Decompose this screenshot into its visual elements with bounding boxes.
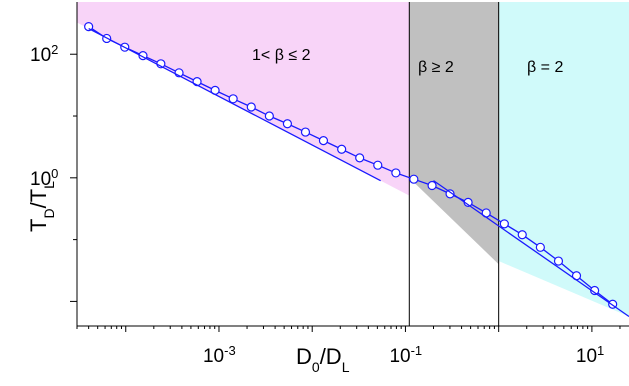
data-point <box>499 219 509 229</box>
data-point <box>355 153 365 163</box>
data-series <box>84 21 629 318</box>
data-point <box>553 256 564 266</box>
region-labels: 1< β ≤ 2 β ≥ 2 β = 2 <box>252 47 563 76</box>
data-point <box>535 242 545 252</box>
data-point <box>427 180 437 191</box>
data-point <box>373 160 383 170</box>
fit-line-2 <box>433 180 629 318</box>
y-tick-label-2: 100 <box>30 165 58 190</box>
x-tick-label-2: 10-1 <box>389 343 422 368</box>
data-point <box>264 111 274 121</box>
x-axis-title: D0/DL <box>296 344 350 375</box>
regime-regions <box>77 2 629 317</box>
region-fill-1 <box>77 2 410 196</box>
tick-marks <box>70 53 621 332</box>
tick-labels: 10-3 10-1 101 102 100 <box>30 42 604 367</box>
axes <box>76 2 629 327</box>
data-point <box>84 21 94 32</box>
y-tick-label-1: 102 <box>30 42 58 67</box>
x-tick-label-3: 101 <box>576 343 604 368</box>
region-label-2: β ≥ 2 <box>418 59 454 76</box>
data-point <box>409 174 419 184</box>
data-point <box>228 94 238 104</box>
regime-boundary-lines <box>408 2 500 326</box>
region-label-1: 1< β ≤ 2 <box>252 47 311 64</box>
region-fill-3 <box>498 2 629 317</box>
fit-line-1 <box>88 28 381 182</box>
data-point <box>445 189 455 199</box>
x-tick-label-1: 10-3 <box>203 343 236 368</box>
data-point <box>517 230 527 240</box>
data-point <box>300 127 311 137</box>
data-point <box>318 136 329 146</box>
region-label-3: β = 2 <box>527 59 563 76</box>
data-point <box>337 144 347 154</box>
data-point <box>246 102 256 112</box>
data-point <box>282 119 293 129</box>
data-point <box>391 168 401 178</box>
y-axis-title: TD/TL <box>26 181 57 232</box>
region-fill-2 <box>409 2 499 265</box>
